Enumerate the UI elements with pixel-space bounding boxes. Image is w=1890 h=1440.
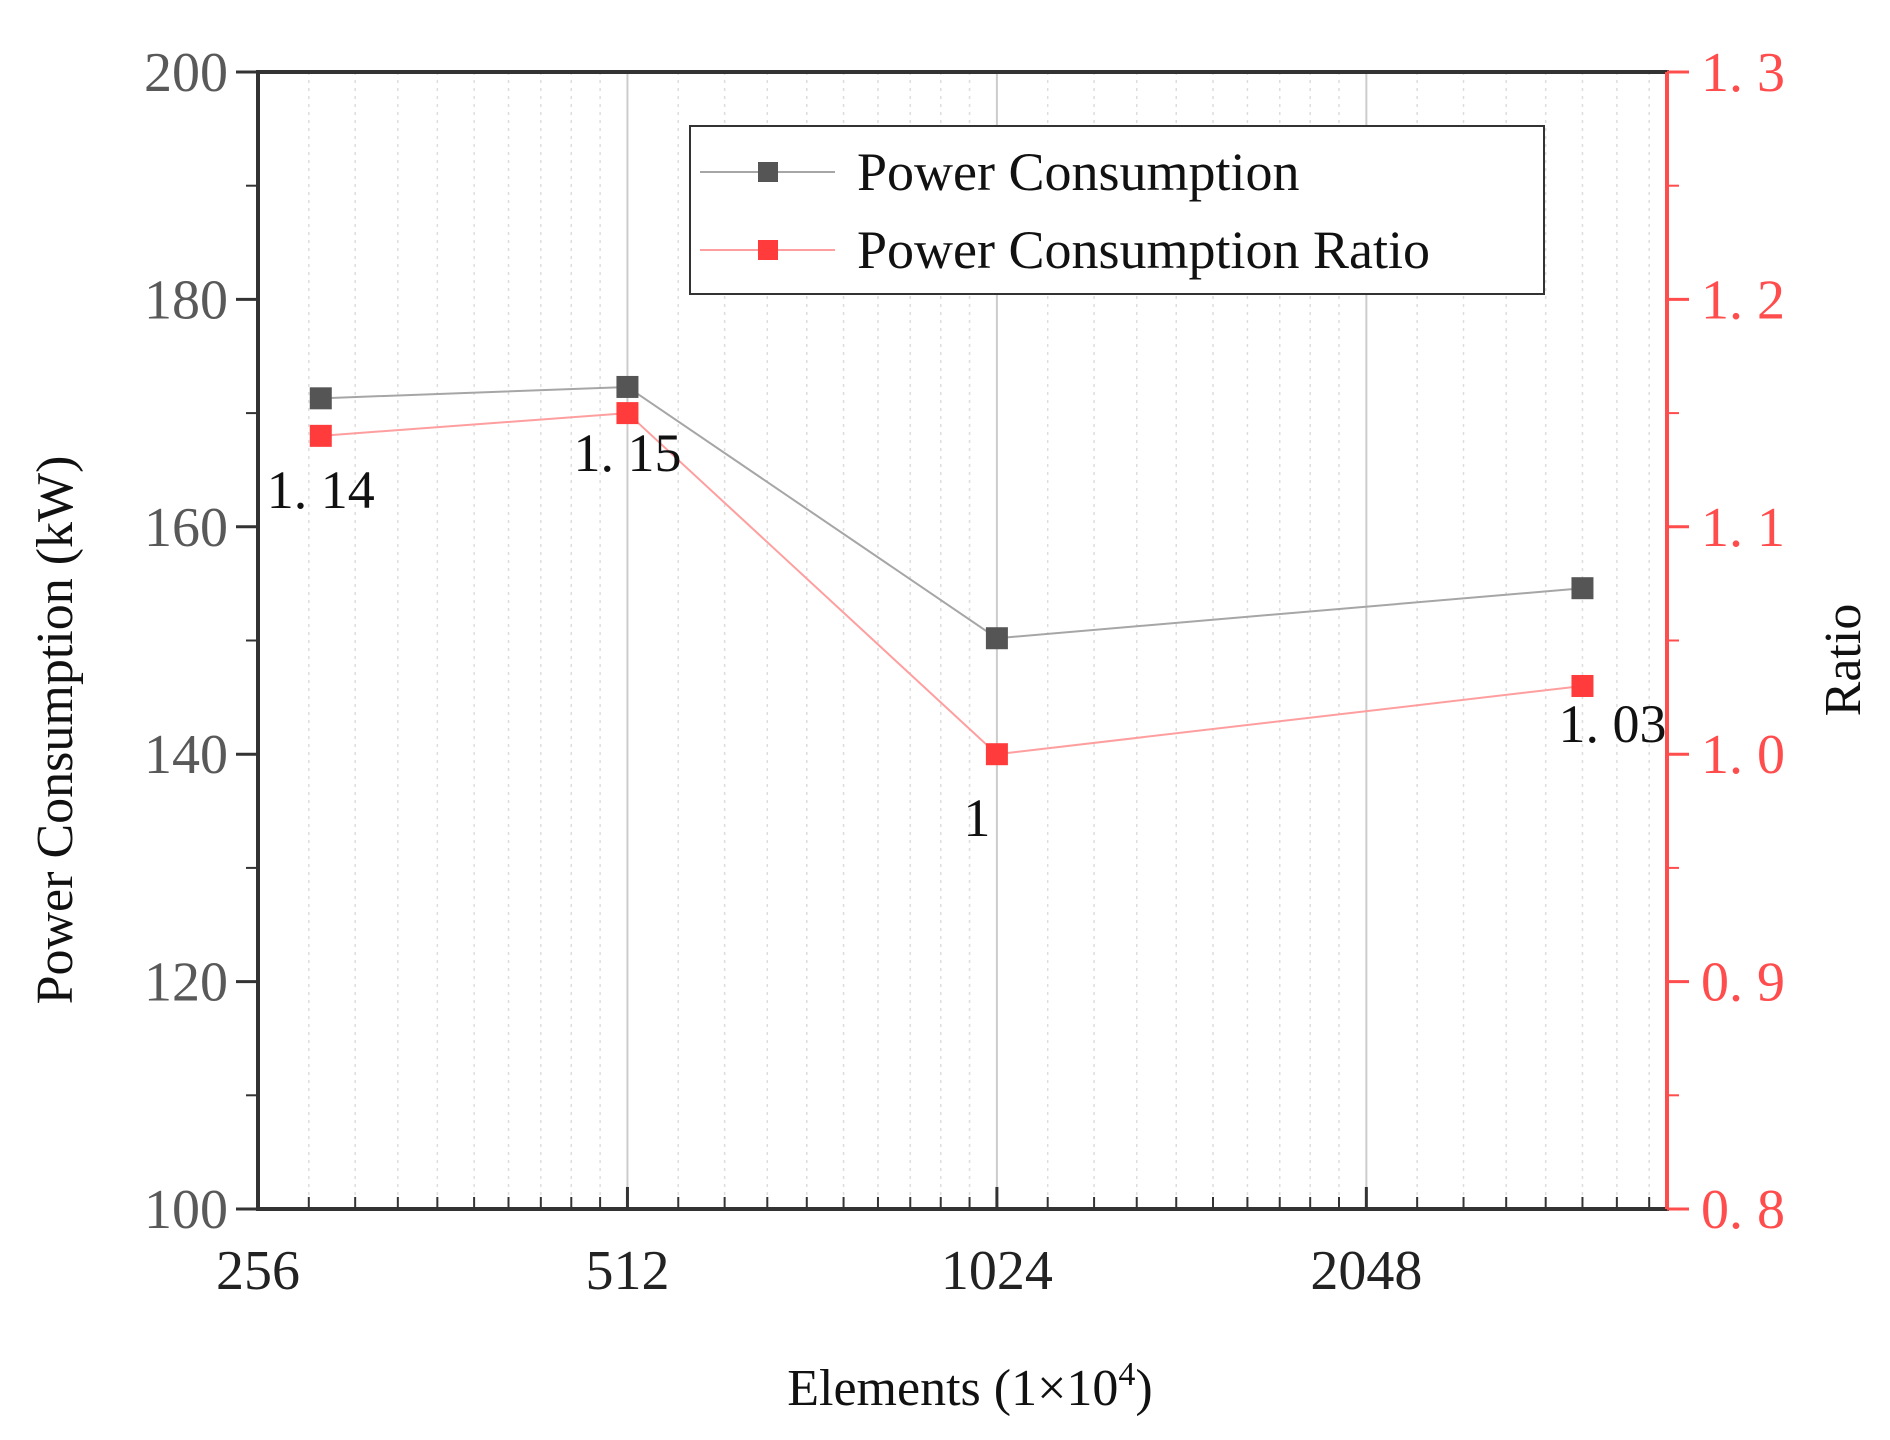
point-power-consumption (309, 387, 332, 410)
point-power-consumption-ratio (309, 424, 332, 447)
legend-marker-power-consumption-ratio (758, 240, 778, 260)
y-right-tick-label: 1. 0 (1701, 724, 1785, 786)
x-tick-label: 256 (216, 1240, 300, 1302)
legend-label-power-consumption: Power Consumption (857, 142, 1300, 202)
y-right-tick-label: 1. 2 (1701, 269, 1785, 331)
data-label-power-consumption-ratio: 1 (963, 788, 990, 848)
y-axis-right-title: Ratio (1815, 604, 1872, 717)
legend-item-power-consumption: Power Consumption (700, 142, 1300, 202)
legend: Power Consumption Power Consumption Rati… (689, 125, 1545, 295)
minor-grid (307, 72, 1651, 1209)
point-power-consumption (1571, 577, 1594, 600)
data-labels: 1. 14 1. 15 1 1. 03 (267, 423, 1667, 848)
x-axis: 256 512 1024 2048 (216, 1187, 1422, 1302)
x-tick-label: 1024 (941, 1240, 1053, 1302)
series-line-power-consumption (320, 385, 1583, 640)
y-axis-left-title: Power Consumption (kW) (27, 456, 84, 1005)
legend-item-power-consumption-ratio: Power Consumption Ratio (700, 220, 1430, 280)
point-power-consumption-ratio (1571, 674, 1594, 697)
x-axis-title-close: ) (1135, 1360, 1152, 1417)
x-axis-title-main: Elements (1×10 (787, 1360, 1118, 1417)
y-left-tick-label: 200 (144, 42, 228, 104)
y-right-tick-label: 1. 3 (1701, 42, 1785, 104)
left-y-axis: 100 120 140 160 180 200 (144, 42, 258, 1241)
legend-box (689, 125, 1545, 295)
y-left-tick-label: 120 (144, 952, 228, 1014)
y-left-tick-label: 140 (144, 724, 228, 786)
x-tick-label: 512 (585, 1240, 669, 1302)
y-left-tick-label: 180 (144, 269, 228, 331)
data-label-power-consumption-ratio: 1. 14 (267, 460, 375, 520)
point-power-consumption (985, 627, 1008, 650)
y-right-tick-label: 1. 1 (1701, 497, 1785, 559)
legend-label-power-consumption-ratio: Power Consumption Ratio (857, 220, 1430, 280)
series-layer (309, 375, 1594, 766)
x-tick-label: 2048 (1310, 1240, 1422, 1302)
point-power-consumption-ratio (985, 743, 1008, 766)
data-label-power-consumption-ratio: 1. 03 (1558, 694, 1666, 754)
y-right-tick-label: 0. 9 (1701, 952, 1785, 1014)
right-y-axis: 0. 8 0. 9 1. 0 1. 1 1. 2 1. 3 (1665, 42, 1785, 1241)
legend-marker-power-consumption (758, 162, 778, 182)
y-left-tick-label: 160 (144, 497, 228, 559)
point-power-consumption-ratio (616, 402, 639, 425)
data-label-power-consumption-ratio: 1. 15 (573, 423, 681, 483)
x-axis-title: Elements (1×104) (787, 1356, 1152, 1417)
x-axis-title-exponent: 4 (1118, 1356, 1135, 1393)
y-right-tick-label: 0. 8 (1701, 1179, 1785, 1241)
y-left-tick-label: 100 (144, 1179, 228, 1241)
series-line-power-consumption-ratio (320, 412, 1583, 756)
point-power-consumption (616, 375, 639, 398)
